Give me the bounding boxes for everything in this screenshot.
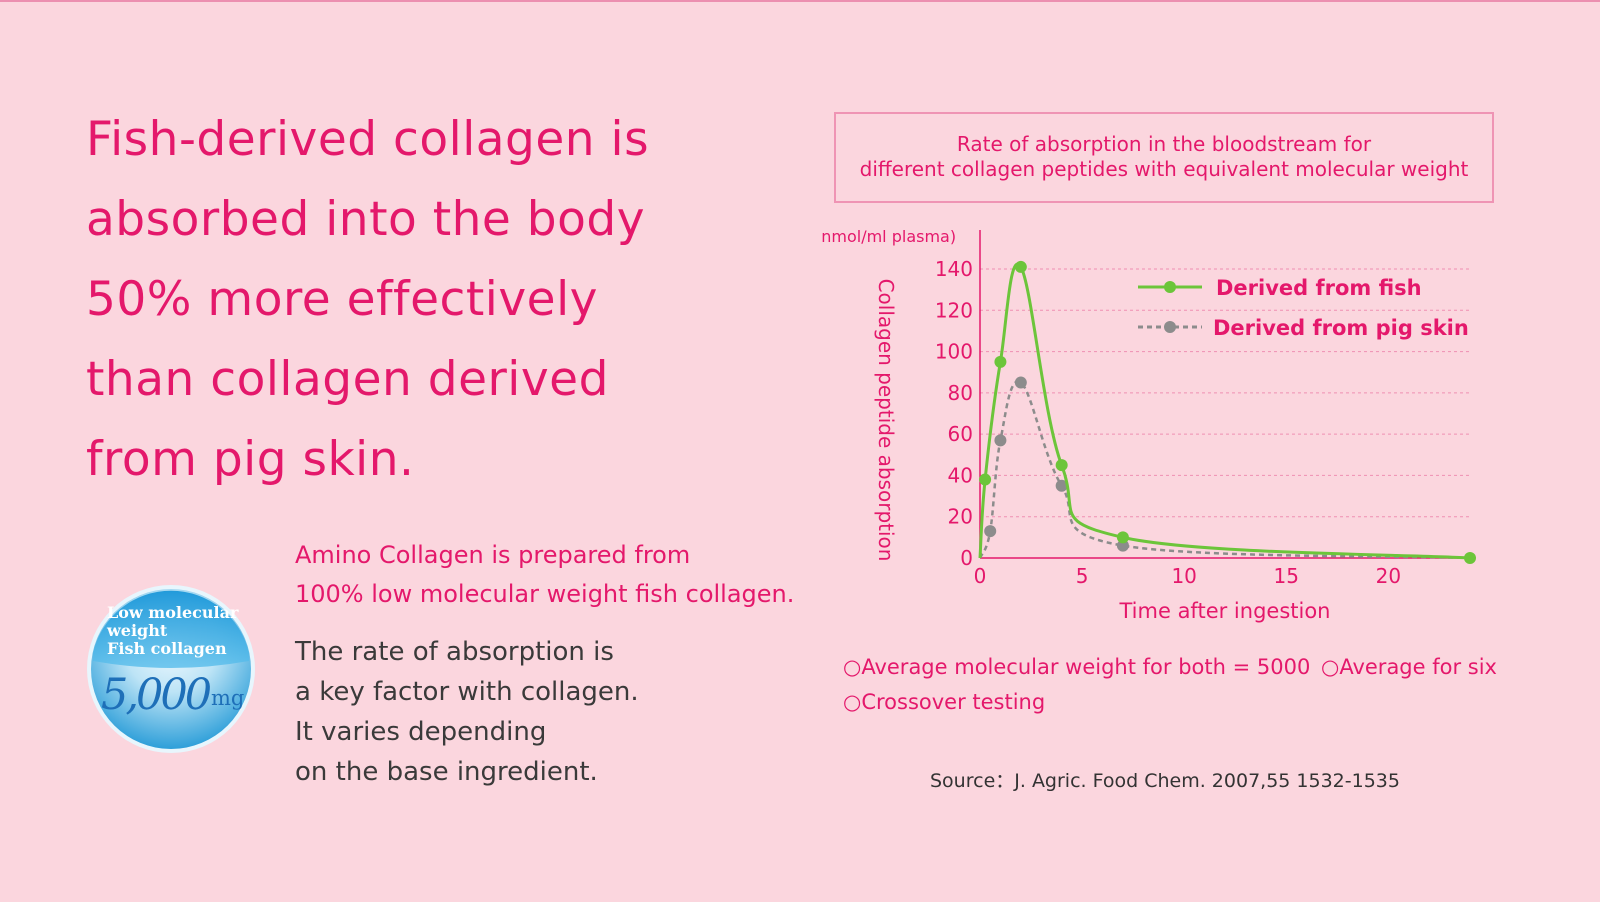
y-unit-label: (nmol/ml plasma) xyxy=(820,227,956,246)
body-text-line: on the base ingredient. xyxy=(295,757,598,787)
data-point-derived-from-pig-skin xyxy=(1055,479,1068,492)
headline-line: from pig skin. xyxy=(86,432,415,487)
y-tick-label: 100 xyxy=(935,340,973,364)
y-tick-label: 40 xyxy=(948,463,973,487)
headline-line: than collagen derived xyxy=(86,352,609,407)
data-point-derived-from-fish xyxy=(979,473,992,486)
chart-title-box: Rate of absorption in the bloodstream fo… xyxy=(834,112,1494,203)
legend-label-derived-from-pig-skin: Derived from pig skin xyxy=(1213,316,1469,340)
y-axis-label: Collagen peptide absorption xyxy=(874,279,898,562)
chart-title-line: Rate of absorption in the bloodstream fo… xyxy=(956,132,1372,156)
y-tick-label: 20 xyxy=(948,505,973,529)
top-border-line xyxy=(0,0,1600,2)
badge-amount: 5,000 xyxy=(101,670,211,720)
legend-label-derived-from-fish: Derived from fish xyxy=(1216,276,1422,300)
headline: Fish-derived collagen is absorbed into t… xyxy=(86,100,706,500)
data-point-derived-from-pig-skin xyxy=(1014,376,1027,389)
x-tick-label: 20 xyxy=(1376,564,1401,588)
series-line-derived-from-fish xyxy=(978,262,1471,560)
data-point-derived-from-fish xyxy=(994,355,1007,368)
badge-line2: weight xyxy=(106,621,168,640)
headline-line: absorbed into the body xyxy=(86,192,646,247)
source-citation: Source：J. Agric. Food Chem. 2007,55 1532… xyxy=(930,770,1400,792)
y-tick-label: 140 xyxy=(935,257,973,281)
y-tick-label: 80 xyxy=(948,381,973,405)
body-text: The rate of absorption is a key factor w… xyxy=(295,632,715,792)
data-point-derived-from-pig-skin xyxy=(994,434,1007,447)
badge-line3: Fish collagen xyxy=(107,639,227,658)
subheading-line: Amino Collagen is prepared from xyxy=(295,541,691,569)
badge-line1: Low molecular xyxy=(107,603,239,622)
x-tick-label: 0 xyxy=(974,564,987,588)
x-tick-label: 15 xyxy=(1274,564,1299,588)
headline-line: 50% more effectively xyxy=(86,272,598,327)
subheading: Amino Collagen is prepared from 100% low… xyxy=(295,536,815,614)
collagen-badge: Low molecular weight Fish collagen 5,000… xyxy=(87,585,255,753)
data-point-derived-from-fish xyxy=(1116,531,1129,544)
y-tick-label: 120 xyxy=(935,298,973,322)
absorption-chart: 0 20 40 60 80 100 120 140 0 5 10 15 20 (nmol/ml plasm… xyxy=(820,227,1476,623)
legend-marker-derived-from-fish xyxy=(1164,281,1176,293)
note-average: ○Average for six xyxy=(1321,655,1497,679)
x-tick-label: 10 xyxy=(1171,564,1196,588)
chart-title-line: different collagen peptides with equival… xyxy=(859,157,1469,181)
series-line-derived-from-pig-skin xyxy=(978,380,1471,560)
badge-unit: mg xyxy=(211,686,244,710)
data-point-derived-from-fish xyxy=(1464,552,1476,564)
subheading-line: 100% low molecular weight fish collagen. xyxy=(295,580,795,608)
y-tick-label: 0 xyxy=(960,546,973,570)
x-axis-label: Time after ingestion xyxy=(1119,599,1331,623)
body-text-line: The rate of absorption is xyxy=(295,637,614,667)
data-point-derived-from-pig-skin xyxy=(984,525,997,538)
body-text-line: a key factor with collagen. xyxy=(295,677,639,707)
note-crossover: ○Crossover testing xyxy=(843,690,1046,714)
note-molecular-weight: ○Average molecular weight for both = 500… xyxy=(843,655,1311,679)
x-tick-label: 5 xyxy=(1076,564,1089,588)
data-point-derived-from-fish xyxy=(1055,459,1068,472)
legend-marker-derived-from-pig-skin xyxy=(1164,321,1176,333)
data-point-derived-from-pig-skin xyxy=(1116,539,1129,552)
data-point-derived-from-fish xyxy=(1014,260,1027,273)
y-tick-label: 60 xyxy=(948,422,973,446)
headline-line: Fish-derived collagen is xyxy=(86,112,650,167)
body-text-line: It varies depending xyxy=(295,717,547,747)
